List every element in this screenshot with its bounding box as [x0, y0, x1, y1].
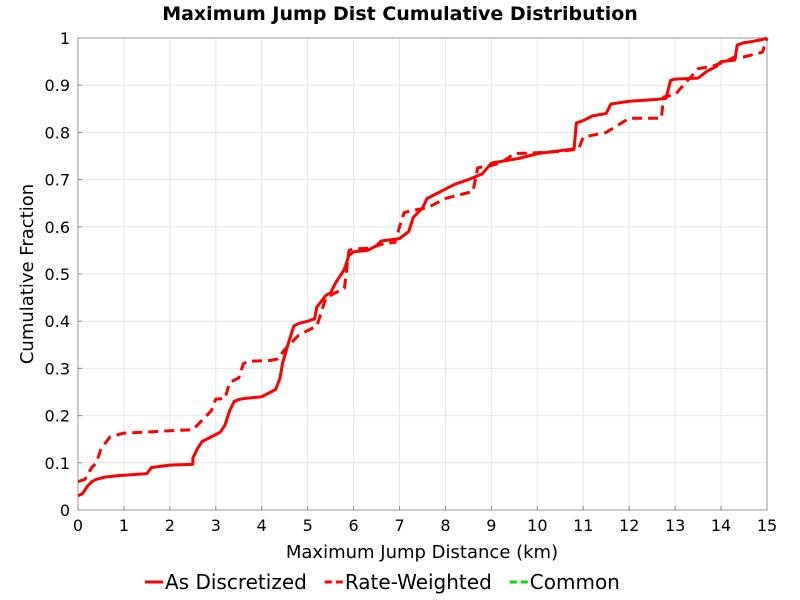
y-tick-label: 0.8: [45, 123, 70, 142]
x-tick-label: 15: [757, 516, 777, 535]
axis-ticks: 0 1 2 3 4 5 6 7 8 9 10 11 12 13 14 1500.10.20.30.40.50.…: [45, 29, 778, 535]
x-tick-label: 13: [665, 516, 685, 535]
x-tick-label: 5: [303, 516, 313, 535]
y-tick-label: 0.2: [45, 407, 70, 426]
x-tick-label: 6: [349, 516, 359, 535]
x-tick-label: 10: [527, 516, 547, 535]
y-tick-label: 1: [60, 29, 70, 48]
x-tick-label: 11: [573, 516, 593, 535]
legend-label-3: Common: [530, 570, 620, 594]
x-tick-label: 3: [211, 516, 221, 535]
series-line-2: [77, 37, 769, 484]
x-tick-label: 12: [619, 516, 639, 535]
legend: As Discretized Rate-Weighted Common: [145, 570, 620, 594]
x-axis-label: Maximum Jump Distance (km): [286, 542, 558, 563]
x-tick-label: 0: [73, 516, 83, 535]
y-tick-label: 0.6: [45, 218, 70, 237]
y-tick-label: 0.9: [45, 76, 70, 95]
y-tick-label: 0.3: [45, 359, 70, 378]
legend-label-2: Rate-Weighted: [345, 570, 492, 594]
y-tick-label: 0.1: [45, 454, 70, 473]
y-tick-label: 0.4: [45, 312, 70, 331]
x-tick-label: 2: [165, 516, 175, 535]
x-tick-label: 8: [440, 516, 450, 535]
series-layer: [77, 36, 769, 498]
legend-label-1: As Discretized: [165, 570, 307, 594]
y-axis-label: Cumulative Fraction: [17, 184, 38, 364]
chart-title: Maximum Jump Dist Cumulative Distributio…: [162, 3, 638, 25]
x-tick-label: 7: [394, 516, 404, 535]
x-tick-label: 4: [257, 516, 267, 535]
x-tick-label: 9: [486, 516, 496, 535]
x-tick-label: 1: [119, 516, 129, 535]
y-tick-label: 0.5: [45, 265, 70, 284]
y-tick-label: 0.7: [45, 171, 70, 190]
y-tick-label: 0: [60, 501, 70, 520]
x-tick-label: 14: [711, 516, 731, 535]
grid: [77, 37, 768, 511]
